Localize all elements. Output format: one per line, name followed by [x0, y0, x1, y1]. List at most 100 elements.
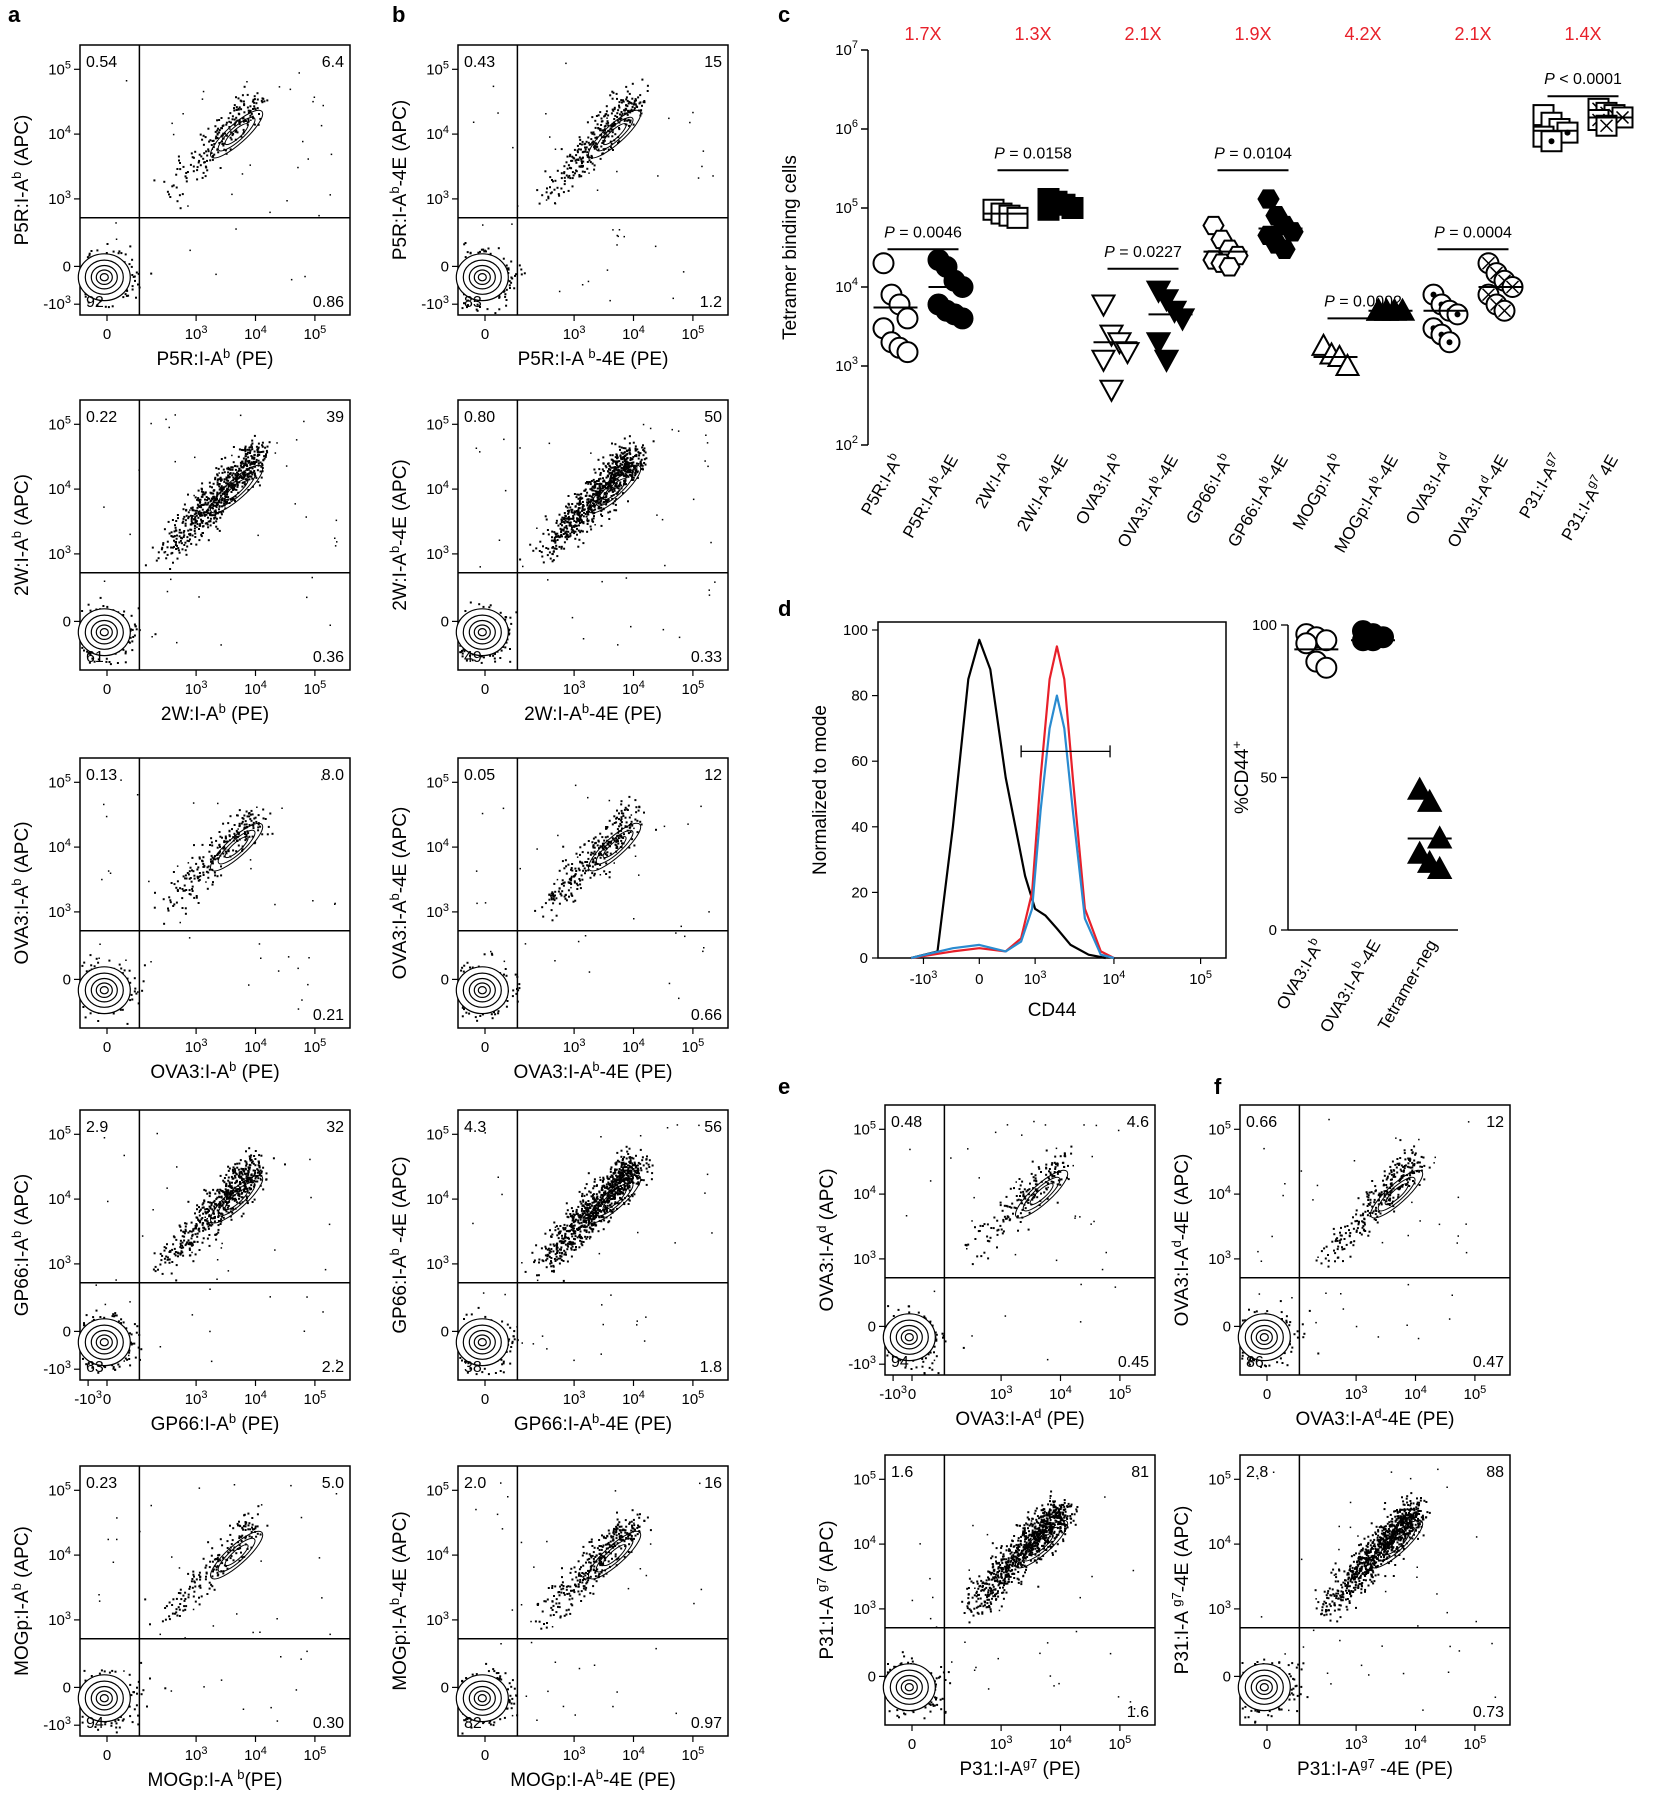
y-tick-label: 104	[426, 1545, 449, 1564]
panel-labels: a b c d e f	[8, 2, 1222, 1099]
y-tick-label: 104	[48, 1545, 71, 1564]
axis-ticks: 0 103 104 105 0 103 104 105	[426, 772, 704, 1056]
y-tick-label: 0	[1269, 922, 1277, 939]
quadrant-percent-ul: 0.13	[86, 767, 117, 784]
data-point	[1315, 656, 1338, 679]
p-value-label: P = 0.0002	[1324, 293, 1402, 310]
category-group: MOGp:I-Ab-4E	[1331, 297, 1416, 556]
data-point	[872, 252, 895, 275]
x-category-label: OVA3:I-Ad-4E	[1441, 450, 1512, 551]
x-axis-title: OVA3:I-Ab (PE)	[150, 1059, 279, 1083]
y-tick-label: 105	[426, 772, 449, 791]
y-tick-label: 105	[835, 197, 858, 217]
x-tick-label: 103	[1024, 969, 1047, 988]
y-tick-label: 103	[426, 1610, 449, 1629]
fold-change-label: 1.9X	[1234, 24, 1271, 44]
y-tick-label: 103	[48, 902, 71, 921]
quadrant-percent-ll: 61	[86, 649, 104, 666]
x-tick-label: 104	[1404, 1734, 1427, 1753]
category-group: OVA3:I-Ab-4E	[1316, 620, 1395, 1036]
y-tick-label: 105	[853, 1119, 876, 1138]
y-tick-label: 100	[1252, 617, 1277, 634]
data-point	[1257, 189, 1280, 209]
quadrant-percent-ll: 86	[1246, 1354, 1264, 1371]
y-tick-label: 104	[853, 1184, 876, 1203]
y-tick-label: 103	[426, 544, 449, 563]
y-tick-label: -103	[43, 294, 71, 313]
x-tick-label: 0	[103, 1039, 111, 1056]
y-tick-label: 105	[426, 1480, 449, 1499]
y-tick-label: 103	[1208, 1599, 1231, 1618]
x-axis-title: GP66:I-Ab-4E (PE)	[514, 1411, 672, 1435]
contour-lines	[77, 822, 264, 1015]
quadrant-percent-ul: 0.23	[86, 1475, 117, 1492]
x-tick-label: 0	[103, 1747, 111, 1764]
x-tick-label: 105	[303, 679, 326, 698]
x-category-label: 2W:I-Ab	[969, 450, 1017, 512]
y-tick-label: 104	[1208, 1184, 1231, 1203]
y-axis-title: MOGp:I-Ab (APC)	[9, 1526, 33, 1676]
category-group: OVA3:I-Ad-4E	[1441, 252, 1524, 551]
y-tick-label: 0	[63, 258, 71, 275]
y-tick-label: 104	[426, 837, 449, 856]
x-axis-title: OVA3:I-Ab-4E (PE)	[514, 1059, 673, 1083]
x-category-label: GP66:I-Ab-4E	[1221, 450, 1292, 550]
quadrant-percent-ll: 38	[464, 1359, 482, 1376]
contour-lines	[455, 109, 642, 302]
x-tick-label: 104	[1049, 1734, 1072, 1753]
data-point	[1145, 332, 1172, 356]
x-tick-label: 104	[622, 324, 645, 343]
data-point	[1295, 632, 1318, 655]
quadrant-percent-ul: 0.43	[464, 54, 495, 71]
y-tick-label: 0	[441, 971, 449, 988]
y-tick-label: -103	[43, 1359, 71, 1378]
flow-panel-a5: 0.23 5.0 94 0.30 0 103 104 105 -103 0 103 104 105 MOG…	[9, 1465, 351, 1791]
x-category-label: 2W:I-Ab-4E	[1011, 450, 1072, 534]
y-tick-label: 104	[835, 276, 858, 296]
y-tick-label: 103	[853, 1599, 876, 1618]
category-group: OVA3:I-Ab	[1273, 623, 1339, 1013]
quadrant-percent-ur: 5.0	[322, 1475, 344, 1492]
panel-label-f: f	[1214, 1074, 1222, 1099]
y-tick-label: 107	[835, 39, 858, 59]
x-tick-label: 104	[244, 679, 267, 698]
data-point	[1493, 299, 1516, 322]
y-axis-title: 2W:I-Ab (APC)	[9, 474, 33, 596]
quadrant-percent-ul: 4.3	[464, 1119, 486, 1136]
data-point	[1315, 629, 1338, 652]
x-category-label: P5R:I-Ab	[855, 450, 907, 519]
panel-label-d: d	[778, 596, 791, 621]
data-point	[1061, 197, 1084, 219]
quadrant-percent-ur: 12	[704, 767, 722, 784]
category-group: 2W:I-Ab	[969, 198, 1029, 512]
y-tick-label: 103	[426, 189, 449, 208]
y-axis-title: P31:I-A g7 (APC)	[814, 1520, 838, 1659]
flow-panel-b3: 0.05 12 0.66 0 103 104 105 0 103 104 105 OVA3:I-Ab-…	[387, 757, 729, 1083]
y-tick-label: 104	[426, 479, 449, 498]
fold-change-label: 4.2X	[1344, 24, 1381, 44]
x-tick-label: 103	[185, 1037, 208, 1056]
x-tick-label: 105	[303, 1037, 326, 1056]
fold-change-label: 1.3X	[1014, 24, 1051, 44]
quadrant-percent-lr: 0.73	[1473, 1704, 1504, 1721]
fold-change-label: 2.1X	[1454, 24, 1491, 44]
contour-lines	[77, 1174, 264, 1367]
quadrant-percent-ur: 4.6	[1127, 1114, 1149, 1131]
x-tick-label: 104	[622, 679, 645, 698]
quadrant-percent-ur: 56	[704, 1119, 722, 1136]
contour-lines	[882, 1519, 1069, 1712]
histogram-series-black	[910, 638, 1106, 960]
contour-lines	[1237, 1169, 1424, 1362]
y-axis-title: Normalized to mode	[810, 705, 831, 875]
quadrant-percent-ll: 94	[891, 1354, 909, 1371]
plot-frame	[457, 1109, 729, 1381]
y-tick-label: 103	[48, 189, 71, 208]
category-group: OVA3:I-Ab-4E	[1114, 280, 1196, 551]
x-category-label: OVA3:I-Ad	[1399, 450, 1457, 528]
data-point	[1426, 855, 1453, 879]
y-tick-label: 103	[426, 1254, 449, 1273]
y-tick-label: 104	[48, 837, 71, 856]
x-tick-label: 105	[1108, 1734, 1131, 1753]
y-tick-label: 50	[1260, 770, 1277, 787]
flow-panel-e1: 0.48 4.694 0.45-103 0 103 104 105-103010310410…	[814, 1104, 1156, 1430]
